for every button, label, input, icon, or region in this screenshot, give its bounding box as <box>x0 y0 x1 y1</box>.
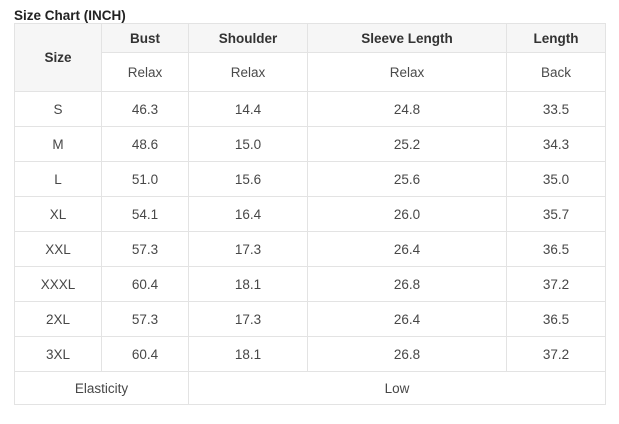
cell-shoulder: 18.1 <box>188 266 308 302</box>
cell-bust: 46.3 <box>101 91 189 127</box>
cell-size: XXL <box>14 231 102 267</box>
cell-length: 35.7 <box>506 196 606 232</box>
table-row-xl: XL 54.1 16.4 26.0 35.7 <box>14 196 606 232</box>
cell-shoulder: 16.4 <box>188 196 308 232</box>
cell-length: 36.5 <box>506 231 606 267</box>
cell-shoulder: 17.3 <box>188 301 308 337</box>
header-row-sub: Relax Relax Relax Back <box>15 52 606 92</box>
table-row-l: L 51.0 15.6 25.6 35.0 <box>14 161 606 197</box>
cell-bust: 60.4 <box>101 336 189 372</box>
cell-length: 33.5 <box>506 91 606 127</box>
table-row-3xl: 3XL 60.4 18.1 26.8 37.2 <box>14 336 606 372</box>
elasticity-row: Elasticity Low <box>14 371 606 405</box>
table-row-m: M 48.6 15.0 25.2 34.3 <box>14 126 606 162</box>
cell-sleeve-length: 26.8 <box>307 336 507 372</box>
subheader-sleeve-length: Relax <box>307 52 507 92</box>
column-header-shoulder: Shoulder <box>188 23 308 53</box>
cell-sleeve-length: 26.8 <box>307 266 507 302</box>
cell-bust: 54.1 <box>101 196 189 232</box>
page-title: Size Chart (INCH) <box>14 8 126 23</box>
column-header-size: Size <box>14 23 102 92</box>
cell-length: 36.5 <box>506 301 606 337</box>
cell-size: S <box>14 91 102 127</box>
subheader-length: Back <box>506 52 606 92</box>
cell-length: 35.0 <box>506 161 606 197</box>
subheader-shoulder: Relax <box>188 52 308 92</box>
table-row-s: S 46.3 14.4 24.8 33.5 <box>14 91 606 127</box>
cell-shoulder: 18.1 <box>188 336 308 372</box>
cell-size: 3XL <box>14 336 102 372</box>
cell-sleeve-length: 24.8 <box>307 91 507 127</box>
cell-shoulder: 15.0 <box>188 126 308 162</box>
cell-sleeve-length: 25.6 <box>307 161 507 197</box>
cell-size: M <box>14 126 102 162</box>
column-header-sleeve-length: Sleeve Length <box>307 23 507 53</box>
cell-size: XL <box>14 196 102 232</box>
cell-sleeve-length: 26.4 <box>307 231 507 267</box>
size-chart-section: Size Chart (INCH) Size Bust Shoulder Sle… <box>14 8 606 405</box>
cell-shoulder: 17.3 <box>188 231 308 267</box>
cell-sleeve-length: 26.0 <box>307 196 507 232</box>
cell-bust: 48.6 <box>101 126 189 162</box>
cell-sleeve-length: 25.2 <box>307 126 507 162</box>
size-chart-table: Size Bust Shoulder Sleeve Length Length … <box>14 23 606 405</box>
cell-length: 37.2 <box>506 266 606 302</box>
cell-sleeve-length: 26.4 <box>307 301 507 337</box>
column-header-bust: Bust <box>101 23 189 53</box>
cell-shoulder: 14.4 <box>188 91 308 127</box>
cell-shoulder: 15.6 <box>188 161 308 197</box>
cell-bust: 51.0 <box>101 161 189 197</box>
table-row-2xl: 2XL 57.3 17.3 26.4 36.5 <box>14 301 606 337</box>
table-row-xxxl: XXXL 60.4 18.1 26.8 37.2 <box>14 266 606 302</box>
cell-length: 34.3 <box>506 126 606 162</box>
cell-length: 37.2 <box>506 336 606 372</box>
cell-size: XXXL <box>14 266 102 302</box>
header-row-main: Size Bust Shoulder Sleeve Length Length <box>14 23 606 92</box>
subheader-bust: Relax <box>101 52 189 92</box>
cell-size: 2XL <box>14 301 102 337</box>
cell-bust: 57.3 <box>101 231 189 267</box>
cell-bust: 57.3 <box>101 301 189 337</box>
cell-bust: 60.4 <box>101 266 189 302</box>
cell-size: L <box>14 161 102 197</box>
elasticity-value: Low <box>188 371 606 405</box>
table-row-xxl: XXL 57.3 17.3 26.4 36.5 <box>14 231 606 267</box>
column-header-length: Length <box>506 23 606 53</box>
elasticity-label: Elasticity <box>14 371 189 405</box>
